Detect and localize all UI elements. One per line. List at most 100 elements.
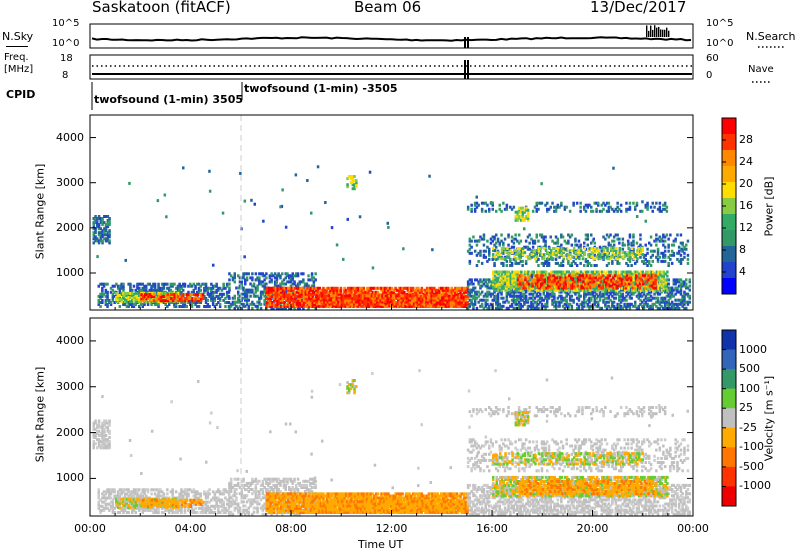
heatmap-cell bbox=[173, 297, 177, 301]
heatmap-cell bbox=[542, 304, 545, 308]
heatmap-cell bbox=[504, 276, 507, 280]
heatmap-cell bbox=[667, 282, 670, 286]
heatmap-cell bbox=[399, 290, 402, 294]
heatmap-cell bbox=[497, 272, 500, 276]
heatmap-cell bbox=[194, 286, 197, 290]
heatmap-cell bbox=[356, 302, 360, 306]
heatmap-cell bbox=[655, 290, 658, 294]
heatmap-cell bbox=[568, 290, 572, 294]
heatmap-cell bbox=[338, 292, 341, 296]
heatmap-cell bbox=[597, 282, 600, 286]
heatmap-cell bbox=[664, 286, 667, 290]
heatmap-cell bbox=[204, 286, 208, 290]
heatmap-cell bbox=[336, 294, 339, 298]
heatmap-cell bbox=[359, 290, 362, 294]
heatmap-cell bbox=[360, 292, 364, 296]
heatmap-cell bbox=[284, 306, 287, 310]
heatmap-cell bbox=[651, 306, 654, 310]
heatmap-cell bbox=[669, 306, 672, 310]
heatmap-cell bbox=[176, 291, 180, 295]
heatmap-cell bbox=[470, 282, 473, 286]
heatmap-cell bbox=[397, 294, 400, 298]
heatmap-cell bbox=[366, 290, 369, 294]
heatmap-cell bbox=[627, 284, 630, 288]
heatmap-cell bbox=[644, 302, 647, 306]
heatmap-cell bbox=[514, 282, 518, 286]
heatmap-cell bbox=[646, 298, 649, 302]
heatmap-cell bbox=[166, 305, 169, 308]
heatmap-cell bbox=[302, 278, 305, 282]
heatmap-cell bbox=[663, 290, 667, 294]
heatmap-cell bbox=[316, 298, 319, 302]
heatmap-cell bbox=[600, 292, 603, 296]
heatmap-cell bbox=[531, 302, 535, 306]
heatmap-cell bbox=[106, 215, 110, 218]
heatmap-cell bbox=[604, 304, 607, 308]
heatmap-cell bbox=[437, 298, 440, 302]
heatmap-cell bbox=[99, 292, 102, 296]
heatmap-cell bbox=[295, 303, 299, 306]
heatmap-cell bbox=[506, 274, 509, 278]
heatmap-cell bbox=[101, 288, 104, 292]
heatmap-cell bbox=[530, 280, 534, 284]
heatmap-cell bbox=[572, 276, 576, 280]
heatmap-cell bbox=[660, 290, 663, 294]
heatmap-cell bbox=[530, 270, 534, 274]
heatmap-cell bbox=[417, 292, 420, 296]
heatmap-cell bbox=[558, 304, 561, 308]
heatmap-cell bbox=[547, 278, 550, 282]
heatmap-cell bbox=[637, 292, 640, 296]
heatmap-cell bbox=[648, 298, 651, 302]
heatmap-cell bbox=[502, 304, 505, 308]
heatmap-cell bbox=[240, 292, 243, 296]
heatmap-cell bbox=[131, 294, 134, 297]
heatmap-cell bbox=[519, 302, 523, 306]
heatmap-cell bbox=[517, 274, 520, 278]
heatmap-cell bbox=[509, 286, 513, 290]
heatmap-cell bbox=[145, 286, 148, 290]
heatmap-cell bbox=[359, 292, 362, 296]
heatmap-cell bbox=[496, 294, 500, 298]
heatmap-cell bbox=[651, 304, 654, 308]
heatmap-cell bbox=[531, 294, 535, 298]
heatmap-cell bbox=[101, 219, 104, 222]
heatmap-cell bbox=[623, 270, 627, 274]
heatmap-cell bbox=[509, 304, 512, 308]
heatmap-cell bbox=[449, 300, 453, 304]
heatmap-cell bbox=[593, 302, 596, 306]
heatmap-cell bbox=[595, 304, 598, 308]
heatmap-cell bbox=[398, 294, 402, 298]
heatmap-cell bbox=[193, 297, 196, 301]
heatmap-cell bbox=[414, 302, 418, 306]
heatmap-cell bbox=[285, 303, 288, 306]
heatmap-cell bbox=[663, 306, 667, 310]
heatmap-cell bbox=[289, 276, 293, 280]
heatmap-cell bbox=[336, 292, 339, 296]
heatmap-cell bbox=[194, 284, 197, 288]
heatmap-cell bbox=[598, 296, 602, 300]
heatmap-cell bbox=[249, 302, 252, 306]
heatmap-cell bbox=[184, 293, 187, 297]
heatmap-cell bbox=[649, 294, 653, 298]
heatmap-cell bbox=[495, 276, 498, 280]
heatmap-cell bbox=[291, 282, 294, 286]
heatmap-cell bbox=[287, 303, 290, 306]
heatmap-cell bbox=[608, 288, 611, 292]
heatmap-cell bbox=[672, 306, 676, 310]
heatmap-cell bbox=[108, 219, 111, 222]
heatmap-cell bbox=[196, 305, 199, 308]
heatmap-cell bbox=[663, 304, 667, 308]
heatmap-cell bbox=[609, 306, 612, 310]
heatmap-cell bbox=[455, 298, 458, 302]
heatmap-cell bbox=[333, 296, 337, 300]
heatmap-cell bbox=[370, 300, 374, 304]
heatmap-cell bbox=[225, 294, 229, 298]
heatmap-cell bbox=[504, 272, 507, 276]
heatmap-cell bbox=[611, 290, 614, 294]
heatmap-cell bbox=[173, 293, 177, 297]
heatmap-cell bbox=[189, 298, 192, 302]
heatmap-cell bbox=[627, 272, 630, 276]
heatmap-cell bbox=[648, 296, 651, 300]
heatmap-cell bbox=[448, 298, 451, 302]
heatmap-cell bbox=[495, 298, 498, 302]
